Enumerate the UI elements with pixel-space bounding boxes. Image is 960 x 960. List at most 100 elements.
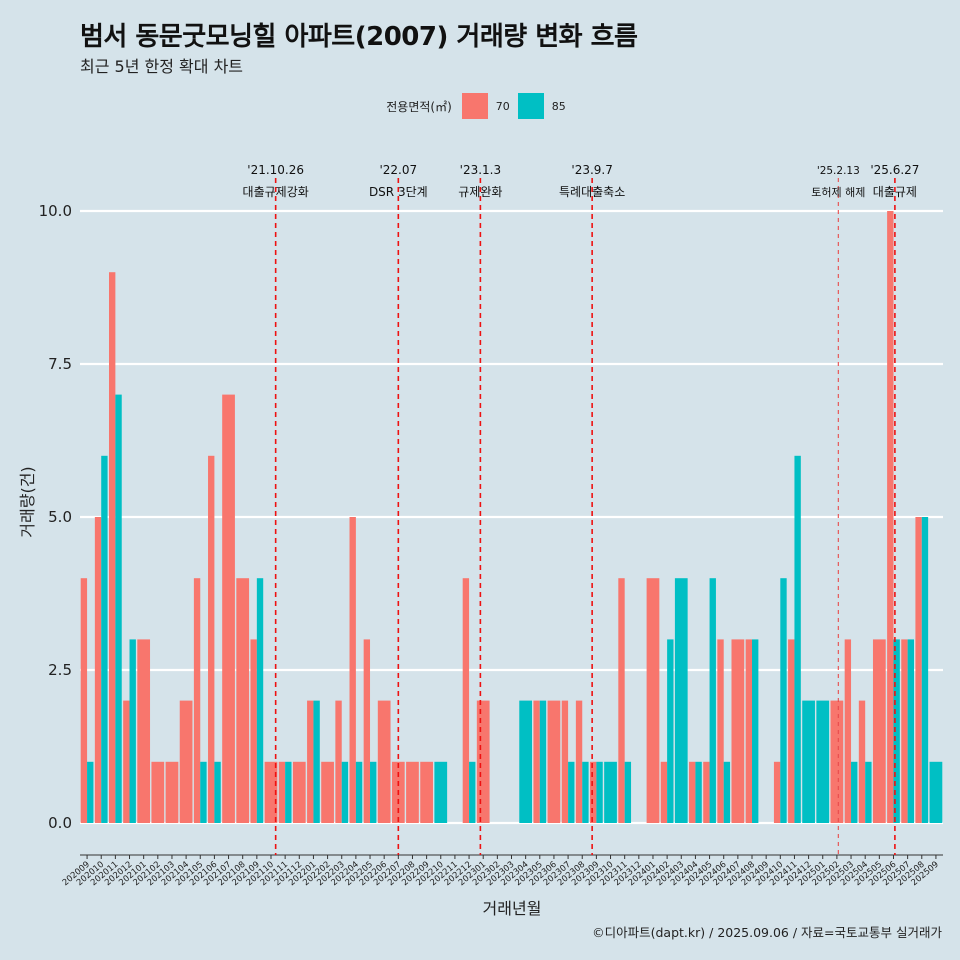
legend-label-70: 70 (495, 99, 510, 113)
bar-85 (434, 761, 448, 823)
event-date: '25.6.27 (870, 163, 919, 177)
bar-85 (568, 761, 575, 823)
legend-label-85: 85 (551, 99, 566, 113)
bar-85 (469, 761, 476, 823)
y-axis-title: 거래량(건) (18, 466, 37, 537)
bar-85 (851, 761, 858, 823)
chart-title: 범서 동문굿모닝힐 아파트(2007) 거래량 변화 흐름 (80, 22, 638, 52)
bar-70 (830, 700, 844, 823)
bar-70 (151, 761, 165, 823)
event-label: 토허제 해제 (811, 185, 865, 199)
bar-85 (519, 700, 533, 823)
bar-85 (624, 761, 632, 823)
event-label: 특례대출축소 (559, 185, 625, 199)
bar-70 (321, 761, 334, 823)
bar-85 (674, 578, 688, 823)
bar-70 (123, 700, 130, 823)
bar-70 (731, 639, 745, 823)
bar-70 (590, 761, 597, 823)
bar-70 (788, 639, 795, 823)
bar-70 (618, 578, 625, 823)
event-date: '22.07 (379, 163, 417, 177)
bar-70 (646, 578, 660, 823)
bar-70 (109, 272, 116, 823)
bar-70 (250, 639, 257, 823)
bar-70 (703, 761, 710, 823)
legend: 전용면적(㎡) 70 85 (0, 93, 960, 119)
y-tick-label: 5.0 (48, 508, 72, 526)
bar-85 (355, 761, 363, 823)
bar-70 (349, 517, 356, 823)
bar-85 (87, 761, 94, 823)
bar-85 (907, 639, 914, 823)
bar-85 (604, 761, 617, 823)
chart-caption: ©디아파트(dapt.kr) / 2025.09.06 / 자료=국토교통부 실… (592, 925, 942, 940)
bar-70 (335, 700, 342, 823)
bar-70 (406, 761, 419, 823)
bar-70 (264, 761, 278, 823)
bar-70 (292, 761, 306, 823)
bar-85 (780, 578, 787, 823)
bar-85 (539, 700, 547, 823)
bar-85 (214, 761, 221, 823)
bar-70 (420, 761, 433, 823)
legend-title: 전용면적(㎡) (386, 99, 452, 114)
event-label: DSR 3단계 (369, 185, 428, 199)
bar-85 (752, 639, 759, 823)
bar-70 (476, 700, 490, 823)
event-label: 대출규제 (873, 185, 917, 199)
bar-70 (689, 761, 696, 823)
bar-85 (816, 700, 830, 823)
bar-85 (709, 578, 716, 823)
bar-70 (533, 700, 540, 823)
bar-70 (377, 700, 391, 823)
event-date: '23.9.7 (571, 163, 612, 177)
bar-85 (794, 455, 801, 823)
bar-70 (575, 700, 583, 823)
bar-70 (561, 700, 569, 823)
bar-85 (865, 761, 872, 823)
event-label: 규제완화 (458, 185, 502, 199)
bar-85 (313, 700, 320, 823)
bar-85 (285, 761, 292, 823)
bar-70 (165, 761, 179, 823)
bar-70 (462, 578, 470, 823)
event-date: '23.1.3 (460, 163, 501, 177)
bar-85 (582, 761, 589, 823)
bar-85 (370, 761, 377, 823)
bar-70 (547, 700, 561, 823)
bar-85 (256, 578, 264, 823)
bar-70 (208, 455, 215, 823)
bar-70 (872, 639, 886, 823)
bar-85 (667, 639, 674, 823)
bar-85 (695, 761, 702, 823)
bar-70 (363, 639, 371, 823)
bar-70 (844, 639, 852, 823)
y-tick-label: 10.0 (39, 202, 72, 220)
bar-70 (80, 578, 88, 823)
bar-70 (858, 700, 866, 823)
bar-70 (901, 639, 908, 823)
bar-85 (921, 517, 929, 823)
bar-85 (929, 761, 943, 823)
bar-85 (802, 700, 815, 823)
bar-70 (179, 700, 193, 823)
x-axis-title: 거래년월 (483, 899, 542, 918)
bar-70 (745, 639, 753, 823)
bar-70 (94, 517, 102, 823)
bar-70 (236, 578, 250, 823)
y-tick-label: 2.5 (48, 661, 72, 679)
y-tick-label: 0.0 (48, 814, 72, 832)
bar-85 (341, 761, 349, 823)
y-tick-label: 7.5 (48, 355, 72, 373)
bar-85 (129, 639, 136, 823)
bar-70 (915, 517, 922, 823)
bar-85 (723, 761, 731, 823)
event-label: 대출규제강화 (243, 185, 309, 199)
bar-70 (773, 761, 781, 823)
legend-key-70 (461, 93, 488, 119)
event-date: '21.10.26 (247, 163, 304, 177)
bar-70 (717, 639, 724, 823)
bar-70 (278, 761, 286, 823)
